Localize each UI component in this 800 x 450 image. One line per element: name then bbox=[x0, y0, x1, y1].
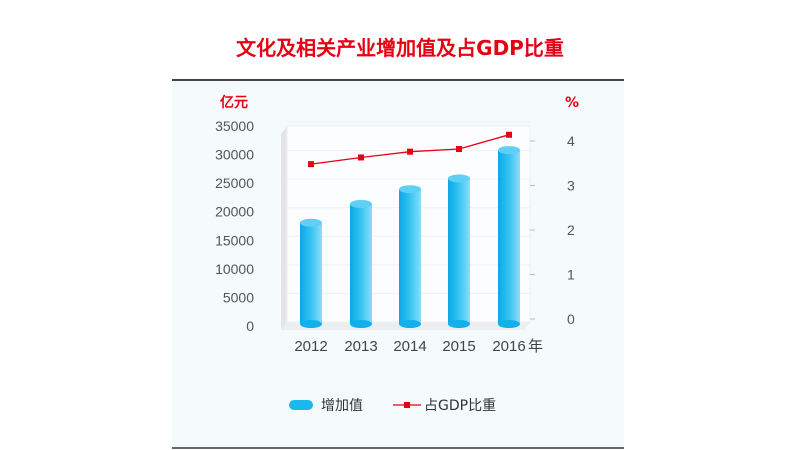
line-point bbox=[456, 146, 462, 153]
chart-title: 文化及相关产业增加值及占GDP比重 bbox=[236, 36, 564, 60]
legend-bar-label: 增加值 bbox=[321, 398, 363, 414]
left-tick-label: 0 bbox=[246, 318, 254, 334]
bar-top bbox=[399, 185, 421, 194]
left-tick-label: 35000 bbox=[215, 118, 254, 134]
line-point bbox=[407, 148, 413, 155]
bar-base bbox=[300, 320, 322, 328]
line-point bbox=[308, 161, 314, 168]
bar bbox=[399, 189, 421, 324]
left-tick-label: 30000 bbox=[215, 147, 254, 163]
legend-line-label: 占GDP比重 bbox=[424, 398, 496, 414]
left-axis-unit: 亿元 bbox=[220, 94, 248, 111]
right-tick-label: 2 bbox=[567, 222, 575, 238]
left-tick-label: 20000 bbox=[215, 204, 254, 220]
x-tick-label: 2016 bbox=[492, 338, 525, 355]
bar-top bbox=[350, 199, 372, 208]
right-tick-label: 1 bbox=[567, 267, 575, 283]
line-point bbox=[506, 131, 512, 138]
x-tick-label: 2012 bbox=[294, 338, 327, 355]
bar-top bbox=[448, 174, 470, 183]
bar-base bbox=[350, 320, 372, 328]
legend-line-marker bbox=[404, 402, 410, 408]
chart-wall bbox=[281, 126, 287, 330]
x-tick-label: 2014 bbox=[393, 338, 426, 355]
left-tick-label: 10000 bbox=[215, 261, 254, 277]
legend-bar-swatch bbox=[289, 400, 313, 410]
bar-base bbox=[498, 320, 520, 328]
bar-top bbox=[498, 146, 520, 155]
left-tick-label: 15000 bbox=[215, 232, 254, 248]
left-tick-label: 5000 bbox=[223, 289, 254, 305]
bar bbox=[448, 178, 470, 324]
x-axis-unit: 年 bbox=[528, 337, 543, 355]
bar-base bbox=[448, 320, 470, 328]
line-point bbox=[358, 154, 364, 161]
bar bbox=[300, 222, 322, 324]
bar bbox=[498, 150, 520, 324]
right-tick-label: 0 bbox=[567, 311, 575, 327]
x-tick-label: 2015 bbox=[442, 338, 475, 355]
bar-top bbox=[300, 218, 322, 227]
x-tick-label: 2013 bbox=[344, 338, 377, 355]
right-tick-label: 3 bbox=[567, 178, 575, 194]
bar-base bbox=[399, 320, 421, 328]
right-axis-unit: % bbox=[565, 95, 579, 111]
left-tick-label: 25000 bbox=[215, 175, 254, 191]
bar bbox=[350, 203, 372, 324]
right-tick-label: 4 bbox=[567, 133, 575, 149]
